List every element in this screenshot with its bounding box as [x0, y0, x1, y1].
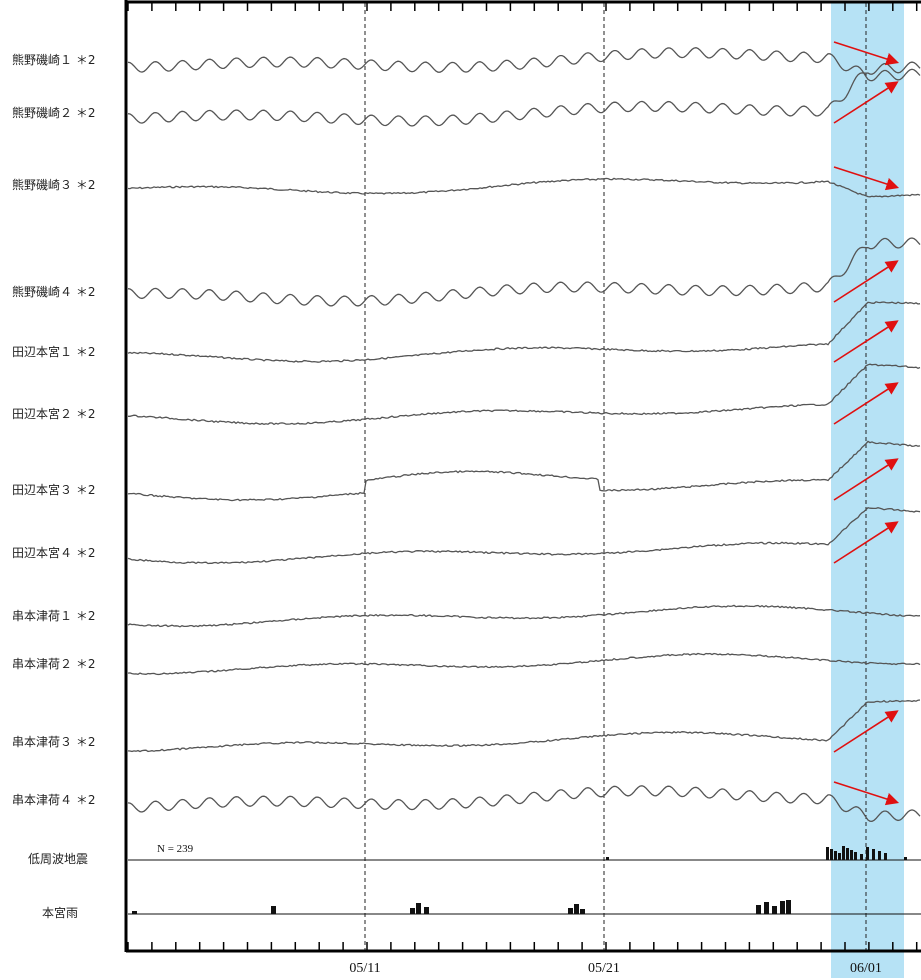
trend-arrow-3	[833, 166, 900, 191]
x-ticks: 05/11 05/21 06/01	[127, 3, 918, 976]
eq-bar	[606, 857, 609, 860]
trace-line-10	[127, 652, 921, 676]
eq-bar	[904, 857, 907, 860]
trace-line-3	[127, 177, 921, 198]
series-label-5: 田辺本宮１ ＊2	[12, 344, 95, 359]
rain-bar	[580, 909, 585, 914]
rain-bar	[772, 906, 777, 914]
trace-line-5	[127, 301, 921, 363]
trace-line-4	[127, 237, 921, 307]
series-label-8: 田辺本宮４ ＊2	[12, 545, 95, 560]
x-tick-label-2: 06/01	[850, 961, 882, 976]
series-label-1: 熊野磯崎１ ＊2	[12, 52, 95, 67]
eq-bar	[878, 851, 881, 860]
rain-bar	[271, 906, 276, 914]
trend-arrow-4	[833, 260, 899, 303]
rain-bar	[756, 905, 761, 914]
rain-bar	[574, 904, 579, 914]
series-label-12: 串本津荷４ ＊2	[12, 793, 95, 807]
eq-bar	[842, 846, 845, 860]
eq-bar	[850, 850, 853, 860]
series-label-7: 田辺本宮３ ＊2	[12, 482, 95, 497]
rain-bar	[416, 903, 421, 914]
highlight-band	[831, 3, 904, 978]
eq-bar	[830, 849, 833, 860]
trend-arrow-5	[833, 320, 899, 363]
series-label-4: 熊野磯崎４ ＊2	[12, 284, 95, 299]
trend-arrows	[833, 41, 900, 806]
event-bars	[128, 846, 921, 915]
rain-bar	[424, 907, 429, 914]
x-tick-label-1: 05/21	[588, 961, 620, 976]
rain-bar	[132, 911, 137, 914]
x-tick-label-0: 05/11	[349, 961, 380, 976]
trace-line-6	[128, 363, 921, 426]
trend-arrow-12	[833, 781, 900, 806]
eq-bar	[884, 853, 887, 860]
eq-bar	[872, 849, 875, 860]
series-label-11: 串本津荷３ ＊2	[12, 735, 95, 749]
trend-arrow-6	[833, 382, 899, 425]
bar-panel-label-1: 本宮雨	[42, 905, 78, 920]
series-label-6: 田辺本宮２ ＊2	[12, 406, 95, 421]
trend-arrow-1	[833, 41, 900, 66]
eq-bar	[826, 847, 829, 860]
eq-bar	[846, 848, 849, 860]
trend-arrow-2	[833, 81, 899, 124]
rain-bar	[568, 908, 573, 914]
series-label-9: 串本津荷１ ＊2	[12, 609, 95, 623]
date-gridlines	[364, 3, 867, 950]
trend-arrow-11	[833, 710, 899, 753]
traces	[127, 47, 921, 822]
trace-line-11	[127, 699, 921, 753]
trace-line-7	[127, 440, 921, 502]
series-labels: 熊野磯崎１ ＊2 熊野磯崎２ ＊2 熊野磯崎３ ＊2 熊野磯崎４ ＊2 田辺本宮１ ＊2…	[12, 52, 95, 920]
series-label-10: 串本津荷２ ＊2	[12, 657, 95, 671]
eq-bar	[834, 851, 837, 860]
eq-bar	[860, 854, 863, 860]
trace-line-12	[127, 785, 921, 822]
series-label-2: 熊野磯崎２ ＊2	[12, 105, 95, 120]
series-label-3: 熊野磯崎３ ＊2	[12, 177, 95, 192]
bar-panel-label-0: 低周波地震	[28, 852, 88, 866]
trend-arrow-8	[833, 521, 899, 564]
rain-bar	[410, 908, 415, 914]
eq-count: N = 239	[157, 843, 194, 855]
eq-bar	[854, 852, 857, 860]
trace-line-1	[127, 47, 921, 82]
rain-bar	[786, 900, 791, 914]
trend-arrow-7	[833, 458, 899, 501]
rain-bar	[780, 901, 785, 914]
trace-line-2	[127, 61, 921, 127]
trace-line-8	[127, 506, 921, 565]
eq-bar	[838, 853, 841, 860]
trace-line-9	[127, 604, 921, 628]
eq-bar	[866, 847, 869, 860]
rain-bar	[764, 902, 769, 914]
